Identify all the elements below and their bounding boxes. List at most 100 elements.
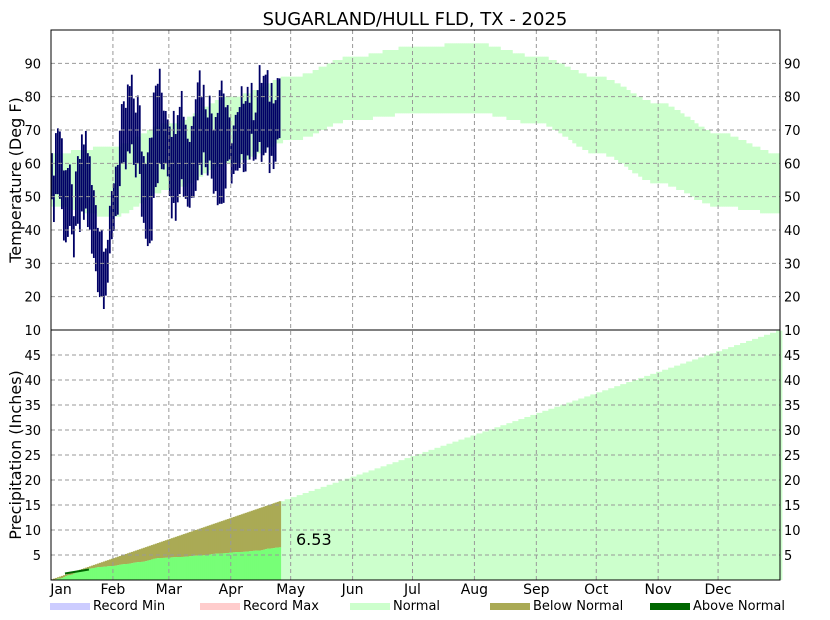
observed-temp-bar	[244, 101, 247, 172]
observed-temp-bar	[220, 80, 223, 204]
normal-precip-bar	[662, 369, 669, 580]
normal-temp-bar	[430, 46, 433, 114]
observed-temp-bar	[212, 129, 215, 194]
below-normal-bar	[58, 576, 62, 579]
normal-precip-bar	[368, 470, 375, 580]
observed-temp-bar	[98, 231, 101, 298]
observed-precip-bar	[124, 564, 128, 580]
normal-temp-bar	[408, 46, 411, 114]
normal-temp-bar	[380, 53, 383, 117]
normal-temp-bar	[748, 143, 751, 210]
observed-temp-bar	[202, 84, 205, 153]
normal-temp-bar	[690, 120, 693, 197]
observed-temp-bar	[86, 153, 89, 228]
normal-temp-bar	[494, 46, 497, 117]
below-normal-bar	[250, 510, 254, 552]
observed-precip-bar	[132, 562, 136, 580]
normal-temp-bar	[308, 73, 312, 137]
observed-temp-bar	[102, 251, 105, 310]
temp-tick-label-right: 60	[784, 157, 801, 172]
observed-precip-bar	[162, 557, 166, 580]
legend-label: Below Normal	[533, 599, 623, 614]
normal-temp-bar	[572, 70, 575, 144]
temperature-axis-title: Temperature (Deg F)	[6, 97, 25, 264]
observed-temp-bar	[160, 92, 163, 170]
below-normal-bar	[252, 510, 256, 551]
normal-temp-bar	[286, 76, 290, 140]
normal-temp-bar	[636, 96, 639, 174]
temp-tick-label-left: 80	[24, 91, 41, 106]
normal-temp-bar	[658, 103, 661, 184]
normal-temp-bar	[574, 70, 577, 144]
normal-precip-bar	[332, 482, 339, 580]
observed-temp-bar	[80, 134, 83, 212]
observed-precip-bar	[208, 554, 212, 580]
normal-precip-bar	[740, 343, 747, 580]
observed-precip-bar	[194, 555, 198, 580]
observed-temp-bar	[206, 117, 209, 176]
normal-temp-bar	[754, 146, 757, 210]
normal-precip-bar	[758, 336, 765, 580]
normal-temp-bar	[306, 73, 310, 137]
below-normal-bar	[190, 531, 194, 557]
precip-tick-label-right: 15	[784, 499, 801, 514]
below-normal-bar	[112, 558, 116, 566]
grid-lines	[51, 30, 780, 580]
normal-temp-bar	[762, 150, 765, 214]
normal-temp-bar	[692, 120, 695, 197]
normal-temp-bar	[578, 73, 581, 147]
observed-precip-bar	[80, 570, 84, 580]
normal-temp-bar	[444, 43, 447, 114]
observed-precip-bar	[202, 555, 206, 580]
below-normal-bar	[186, 532, 190, 557]
normal-temp-bar	[540, 56, 543, 124]
normal-temp-bar	[772, 153, 775, 214]
normal-temp-bar	[440, 46, 443, 114]
observed-precip-bar	[210, 554, 214, 580]
observed-precip-bar	[188, 556, 192, 580]
precipitation-panel	[51, 330, 783, 580]
observed-temp-bar	[234, 114, 237, 171]
observed-temp-bar	[258, 65, 261, 142]
observed-temp-bar	[158, 68, 161, 164]
observed-precip-bar	[74, 572, 78, 580]
legend-item: Above Normal	[650, 599, 785, 614]
observed-precip-bar	[248, 551, 252, 580]
normal-temp-bar	[324, 66, 328, 130]
below-normal-bar	[278, 501, 282, 548]
observed-temp-bar	[214, 117, 217, 192]
normal-temp-bar	[472, 43, 475, 114]
normal-temp-bar	[662, 103, 665, 184]
below-normal-bar	[154, 543, 158, 559]
below-normal-bar	[224, 519, 228, 554]
normal-precip-bar	[542, 410, 549, 580]
observed-precip-bar	[58, 578, 62, 580]
precip-tick-label-right: 10	[784, 524, 801, 539]
normal-temp-bar	[528, 56, 531, 124]
below-normal-bar	[240, 514, 244, 552]
normal-precip-bar	[578, 398, 585, 580]
observed-temp-bar	[148, 137, 151, 244]
observed-precip-bar	[94, 567, 98, 580]
normal-temp-bar	[352, 56, 355, 120]
normal-precip-bar	[488, 429, 495, 580]
observed-temp-bar	[114, 166, 117, 217]
below-normal-bar	[238, 514, 242, 552]
legend-item: Record Min	[50, 599, 165, 614]
observed-temp-bar	[168, 126, 171, 197]
normal-precip-bar	[692, 359, 699, 580]
below-normal-bar	[128, 552, 132, 564]
normal-precip-bar	[668, 367, 675, 580]
normal-temp-bar	[724, 133, 727, 207]
below-normal-bar	[158, 542, 162, 558]
observed-precip-bar	[214, 553, 218, 580]
normal-temp-bar	[326, 63, 330, 127]
normal-precip-bar	[656, 371, 663, 580]
normal-temp-bar	[126, 143, 130, 214]
normal-temp-bar	[666, 103, 669, 184]
normal-temp-bar	[638, 96, 641, 177]
observed-temp-bar	[266, 70, 269, 148]
below-normal-bar	[172, 537, 176, 558]
normal-temp-bar	[558, 63, 561, 134]
normal-temp-bar	[628, 90, 631, 170]
